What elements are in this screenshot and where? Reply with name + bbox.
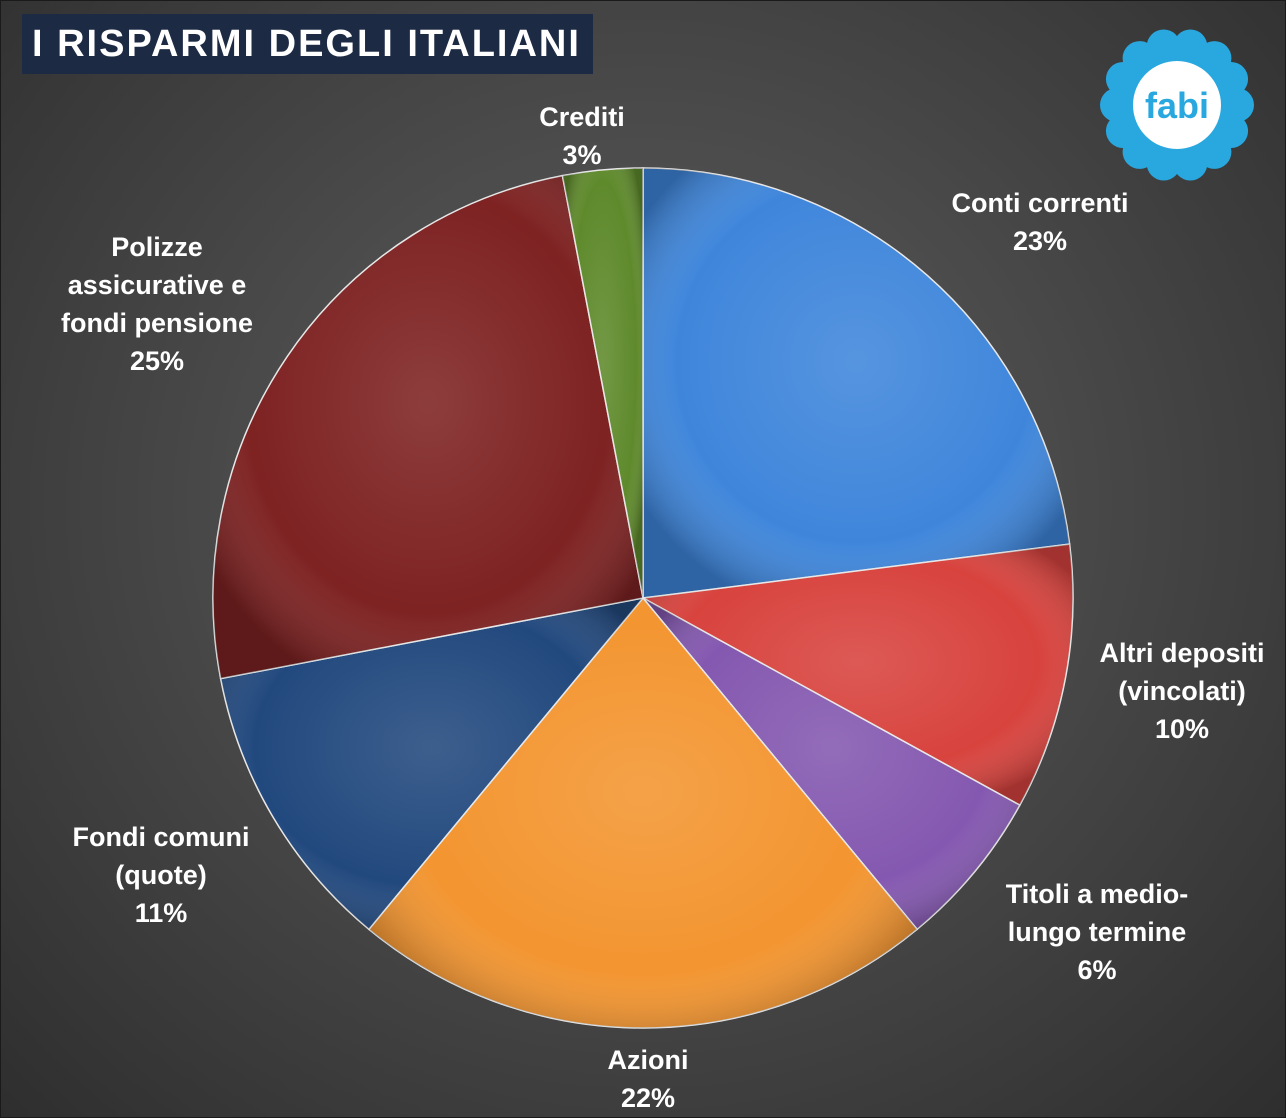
slice-value-label: 23% xyxy=(1013,226,1067,256)
slice-value-label: 10% xyxy=(1155,714,1209,744)
slice-category-label: Azioni xyxy=(608,1045,689,1075)
pie-labels: Conti correnti 23% Altri depositi (vincolat… xyxy=(61,102,1265,1113)
pie-slice-shade-4 xyxy=(368,598,918,1028)
chart-title: I RISPARMI DEGLI ITALIANI xyxy=(22,14,593,74)
slice-category-label: lungo termine xyxy=(1008,917,1187,947)
slice-category-label: assicurative e xyxy=(68,270,247,300)
slice-category-label: Altri depositi xyxy=(1099,638,1264,668)
pie-slice-shade-5 xyxy=(220,598,643,930)
slice-value-label: 25% xyxy=(130,346,184,376)
pie-slice-shade-6 xyxy=(213,175,643,679)
slice-label-3: Titoli a medio-lungo termine 6% xyxy=(1006,879,1189,985)
slice-category-label: Crediti xyxy=(539,102,625,132)
pie-slice-shade-1 xyxy=(643,168,1070,598)
slice-category-label: fondi pensione xyxy=(61,308,253,338)
slice-label-6: Polizze assicurative e fondi pensione 25% xyxy=(61,232,253,376)
slice-category-label: Fondi comuni xyxy=(73,822,250,852)
logo-text: fabi xyxy=(1145,85,1209,126)
slice-category-label: (vincolati) xyxy=(1118,676,1246,706)
slice-category-label: Conti correnti xyxy=(951,188,1128,218)
slice-label-1: Conti correnti 23% xyxy=(951,188,1128,256)
slice-value-label: 6% xyxy=(1077,955,1116,985)
pie-slice-shade-7 xyxy=(562,168,643,598)
slice-value-label: 22% xyxy=(621,1083,675,1113)
slice-value-label: 3% xyxy=(562,140,601,170)
slice-value-label: 11% xyxy=(135,898,188,928)
pie-slices xyxy=(212,167,1074,1029)
slice-category-label: Polizze xyxy=(111,232,203,262)
slice-label-4: Azioni 22% xyxy=(608,1045,689,1113)
pie-slice-shade-2 xyxy=(643,544,1074,806)
pie-slice-shade-3 xyxy=(643,598,1020,930)
fabi-logo: fabi xyxy=(1100,29,1254,181)
slice-category-label: Titoli a medio- xyxy=(1006,879,1189,909)
slice-label-2: Altri depositi (vincolati) 10% xyxy=(1099,638,1264,744)
slice-label-7: Crediti 3% xyxy=(539,102,625,170)
slice-label-5: Fondi comuni (quote) 11% xyxy=(73,822,250,928)
slice-category-label: (quote) xyxy=(115,860,206,890)
